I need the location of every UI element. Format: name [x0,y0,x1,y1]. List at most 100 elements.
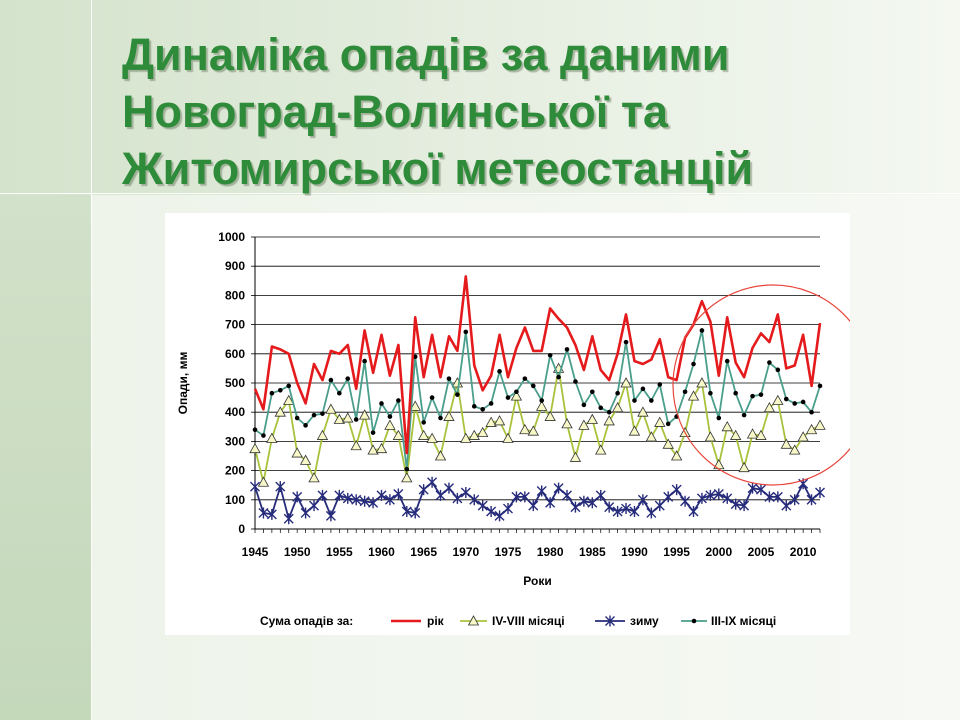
data-point [704,431,717,442]
data-point [309,500,320,512]
data-point [789,444,801,455]
data-point [417,429,430,440]
data-point [342,492,353,504]
data-point [553,482,564,494]
data-point [452,492,463,504]
legend-item-3: III-IX місяці [681,614,776,628]
data-point [739,500,750,512]
data-point [729,429,742,440]
data-point [696,492,707,504]
data-point [299,454,312,465]
data-point [401,505,412,517]
y-tick-labels: 0 100 200 300 400 500 600 700 800 900 1000 [218,230,245,536]
data-point [269,390,275,396]
data-point [621,503,632,515]
data-point [691,361,696,367]
data-point [654,416,666,427]
x-axis-label: Роки [523,574,551,588]
data-point [688,505,699,517]
data-point [328,377,334,383]
series-3 [252,328,823,472]
data-point [392,429,405,440]
data-point [564,347,570,352]
data-point [463,329,469,335]
data-point [493,415,506,426]
y-tick-label: 500 [225,376,245,390]
data-point [443,410,455,421]
data-point [468,429,480,440]
data-point [789,494,800,506]
data-point [637,406,649,417]
data-point [590,389,595,395]
data-point [687,390,700,401]
data-point [733,390,738,396]
x-tick-label: 1975 [495,545,522,559]
data-point [418,484,429,496]
y-tick-label: 200 [225,464,245,478]
data-point [325,403,337,414]
data-point [274,406,286,417]
data-point [325,510,336,522]
x-tick-label: 1990 [621,545,648,559]
data-point [645,431,658,442]
data-point [451,377,464,388]
data-point [646,507,657,519]
data-point [337,390,342,396]
data-point [544,410,556,421]
data-point [477,500,488,512]
data-point [429,395,435,400]
slide-title-line-1: Динаміка опадів за даними [122,29,730,80]
data-point [671,484,682,496]
slide-title: Динаміка опадів за даними Новоград-Волин… [122,26,922,197]
data-point [806,494,817,506]
data-point [561,418,573,429]
data-point [410,507,421,519]
data-point [485,416,497,427]
x-tick-label: 1970 [452,545,479,559]
data-point [342,412,354,423]
data-point [460,487,471,498]
data-point [809,409,814,415]
data-point [514,389,519,395]
data-point [781,500,792,512]
data-point [640,386,646,392]
data-point [376,489,387,501]
legend-item-2: зиму [595,614,659,628]
data-point [654,500,665,512]
background-left [0,195,92,720]
data-point [283,394,295,405]
legend-label: III-IX місяці [711,614,776,628]
data-point [393,488,404,500]
data-point [434,450,447,461]
data-point [438,415,443,421]
data-point [581,402,587,408]
data-point [536,485,547,497]
data-point [755,429,767,440]
legend-swatch-marker [691,618,697,624]
data-point [665,421,671,427]
series-line-3 [254,329,821,471]
data-point [598,405,604,411]
data-point [358,409,371,420]
chart-grid [251,236,821,533]
data-point [291,447,303,458]
data-point [353,417,359,422]
data-point [497,369,502,374]
series-2 [250,476,825,525]
y-tick-label: 800 [225,288,245,302]
y-tick-label: 600 [225,347,245,361]
data-point [539,398,545,403]
data-point [817,383,823,389]
data-point [595,489,606,501]
data-point [522,376,528,381]
data-point [317,489,328,501]
x-tick-label: 1980 [537,545,564,559]
data-point [435,489,446,501]
data-point [528,500,539,512]
x-tick-label: 2010 [790,545,817,559]
data-point [530,383,536,389]
data-point [258,507,269,519]
data-point [649,398,654,403]
data-point [519,423,531,435]
data-point [623,339,629,345]
